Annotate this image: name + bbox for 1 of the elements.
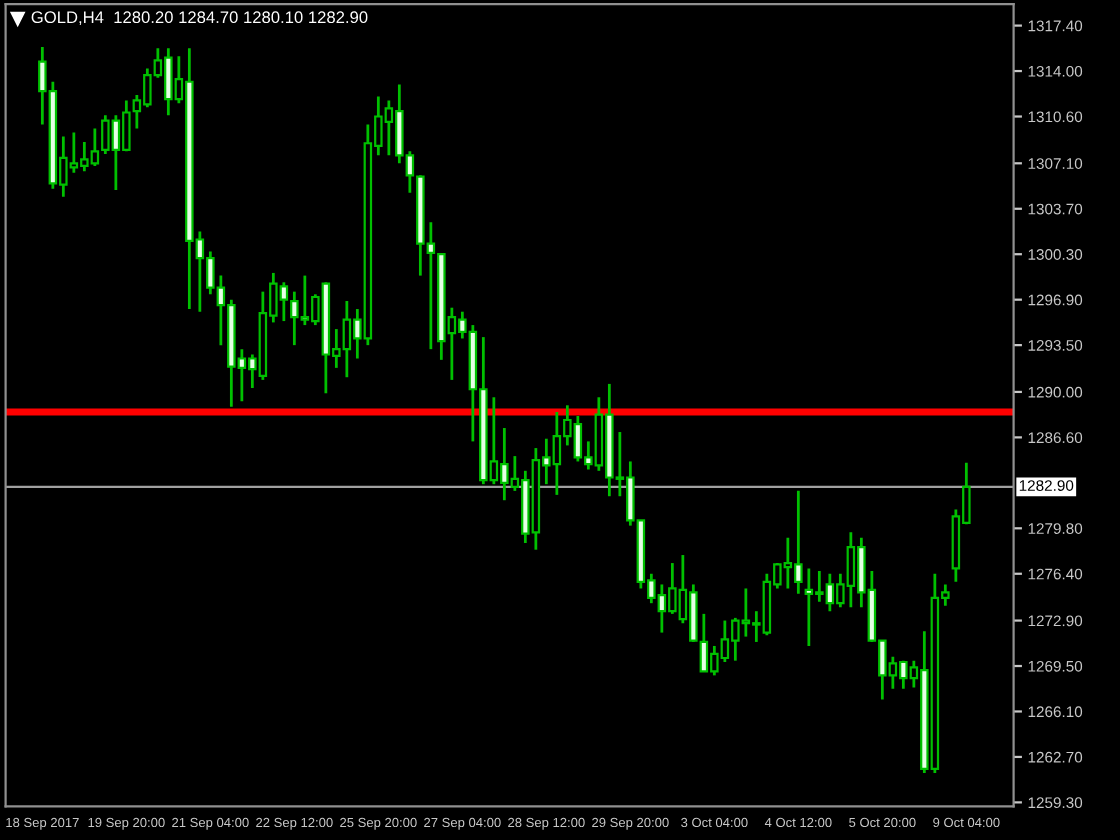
chart-title: GOLD,H4 1280.20 1284.70 1280.10 1282.90 (31, 11, 368, 26)
